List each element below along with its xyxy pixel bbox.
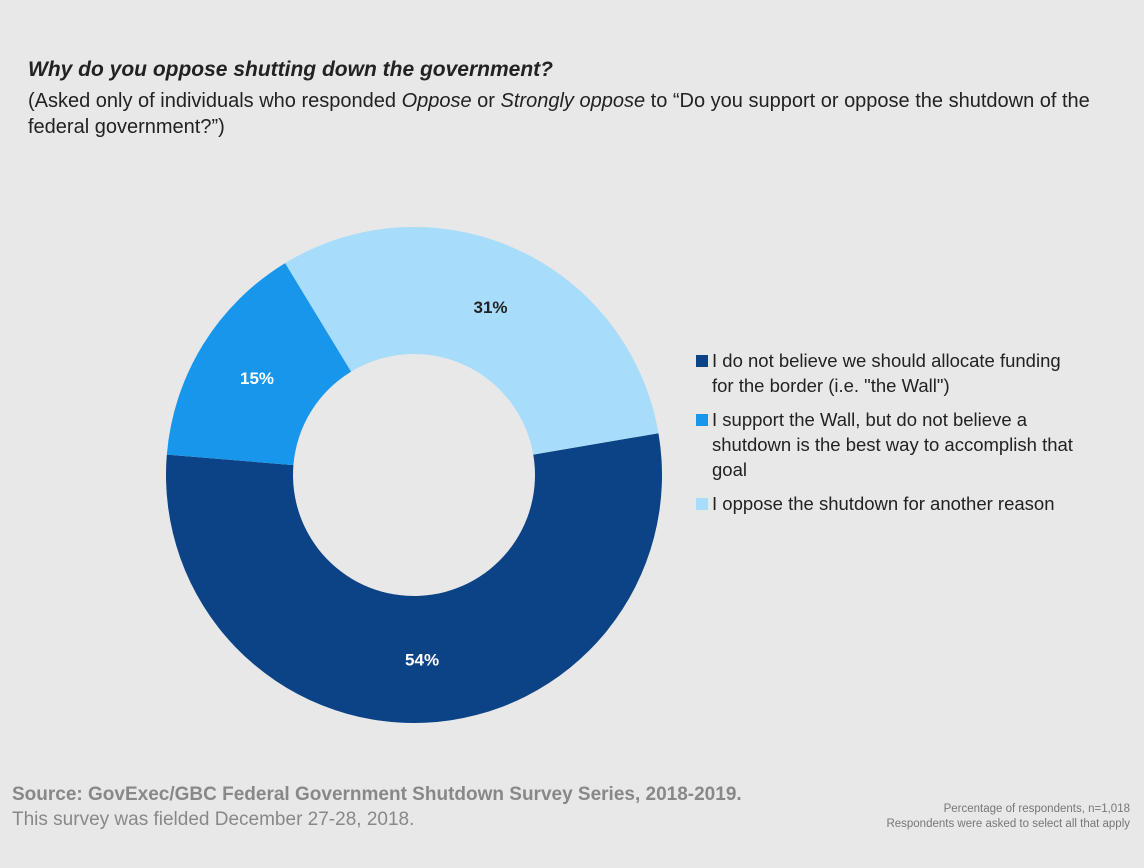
subtitle-part: Oppose [401,90,472,112]
chart-title: Why do you oppose shutting down the gove… [28,58,553,81]
legend-label: I oppose the shutdown for another reason [712,493,1055,514]
legend: I do not believe we should allocate fund… [694,348,1074,525]
subtitle-part: Strongly oppose [500,90,646,112]
legend-label: I support the Wall, but do not believe a… [712,409,1073,480]
note-respondents: Percentage of respondents, n=1,018 [943,803,1130,815]
legend-item: I support the Wall, but do not believe a… [694,407,1074,482]
fielded-text: This survey was fielded December 27-28, … [12,809,415,830]
legend-item: I do not believe we should allocate fund… [694,348,1074,398]
slice-data-label: 15% [240,369,274,388]
legend-swatch [696,414,708,426]
source-text: Source: GovExec/GBC Federal Government S… [12,784,742,805]
subtitle-part: to “Do you support or oppose the shutdow… [28,90,1090,138]
donut-slice-0 [165,433,662,724]
donut-slice-2 [285,227,659,455]
legend-swatch [696,498,708,510]
slice-data-label: 54% [405,650,439,669]
legend-item: I oppose the shutdown for another reason [694,491,1074,516]
subtitle-part: (Asked only of individuals who responded [28,90,402,112]
subtitle-part: or [471,90,501,112]
legend-label: I do not believe we should allocate fund… [712,350,1061,396]
chart-notes: Percentage of respondents, n=1,018 Respo… [886,802,1130,832]
note-select-all: Respondents were asked to select all tha… [886,818,1130,830]
slice-data-label: 31% [473,298,507,317]
legend-swatch [696,355,708,367]
chart-subtitle: (Asked only of individuals who responded… [28,88,1108,140]
donut-slice-1 [166,263,352,466]
